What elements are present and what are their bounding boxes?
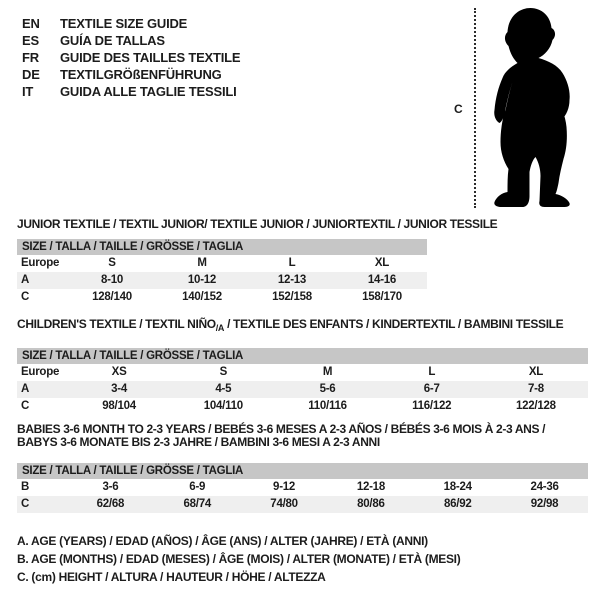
table-cell: M bbox=[197, 257, 207, 269]
row-label: Europe bbox=[21, 366, 60, 378]
table-cell: 140/152 bbox=[182, 291, 222, 303]
language-code: EN bbox=[22, 16, 40, 31]
table-cell: 5-6 bbox=[319, 383, 336, 395]
language-list: EN TEXTILE SIZE GUIDE ES GUÍA DE TALLAS … bbox=[22, 15, 241, 100]
table-cell: 98/104 bbox=[102, 400, 136, 412]
row-label: C bbox=[21, 498, 30, 510]
table-cell: 80/86 bbox=[357, 498, 385, 510]
table-cell: 6-7 bbox=[423, 383, 440, 395]
babies-textile-section: BABIES 3-6 MONTH TO 2-3 YEARS / BEBÉS 3-… bbox=[17, 423, 588, 513]
table-cell: 14-16 bbox=[367, 274, 397, 286]
table-cell: 128/140 bbox=[92, 291, 132, 303]
size-header-bar: SIZE / TALLA / TAILLE / GRÖSSE / TAGLIA bbox=[17, 239, 427, 255]
title-subscript: /A bbox=[215, 323, 225, 333]
table-cell: 9-12 bbox=[273, 481, 296, 493]
language-code: ES bbox=[22, 33, 39, 48]
table-cell: 6-9 bbox=[189, 481, 206, 493]
height-measure-line bbox=[474, 8, 476, 208]
row-label: C bbox=[21, 400, 30, 412]
table-cell: 122/128 bbox=[516, 400, 556, 412]
row-label: C bbox=[21, 291, 30, 303]
row-label: Europe bbox=[21, 257, 60, 269]
language-code: DE bbox=[22, 67, 40, 82]
table-cell: 68/74 bbox=[183, 498, 211, 510]
table-cell: 8-10 bbox=[100, 274, 124, 286]
table-cell: M bbox=[322, 366, 333, 378]
language-title: TEXTILE SIZE GUIDE bbox=[60, 16, 188, 31]
table-row: C 128/140 140/152 152/158 158/170 bbox=[17, 289, 427, 306]
table-cell: 158/170 bbox=[362, 291, 402, 303]
size-header-bar: SIZE / TALLA / TAILLE / GRÖSSE / TAGLIA bbox=[17, 348, 588, 364]
table-cell: 86/92 bbox=[443, 498, 472, 510]
table-cell: 62/68 bbox=[96, 498, 125, 510]
table-cell: S bbox=[219, 366, 228, 378]
table-row: Europe XS S M L XL bbox=[17, 364, 588, 381]
language-row: EN TEXTILE SIZE GUIDE bbox=[22, 15, 240, 32]
language-code: IT bbox=[22, 84, 34, 99]
table-cell: L bbox=[288, 257, 296, 269]
table-row: B 3-6 6-9 9-12 12-18 18-24 24-36 bbox=[17, 479, 588, 496]
row-label: A bbox=[21, 274, 30, 286]
table-cell: S bbox=[108, 257, 116, 269]
table-cell: 10-12 bbox=[187, 274, 217, 286]
junior-textile-section: JUNIOR TEXTILE / TEXTIL JUNIOR/ TEXTILE … bbox=[17, 217, 498, 306]
language-row: ES GUÍA DE TALLAS bbox=[22, 32, 240, 49]
row-label: B bbox=[21, 481, 30, 493]
babies-textile-title-line1: BABIES 3-6 MONTH TO 2-3 YEARS / BEBÉS 3-… bbox=[17, 422, 546, 436]
junior-textile-table: SIZE / TALLA / TAILLE / GRÖSSE / TAGLIA … bbox=[17, 239, 427, 306]
table-cell: 18-24 bbox=[443, 481, 472, 493]
table-cell: 12-13 bbox=[277, 274, 307, 286]
table-cell: 152/158 bbox=[272, 291, 312, 303]
language-title: GUIDA ALLE TAGLIE TESSILI bbox=[60, 84, 237, 99]
table-cell: 12-18 bbox=[356, 481, 385, 493]
table-cell: XL bbox=[528, 366, 544, 378]
table-cell: 92/98 bbox=[530, 498, 559, 510]
table-cell: 4-5 bbox=[215, 383, 232, 395]
table-cell: 24-36 bbox=[530, 481, 559, 493]
size-header-bar: SIZE / TALLA / TAILLE / GRÖSSE / TAGLIA bbox=[17, 463, 588, 479]
table-cell: 7-8 bbox=[527, 383, 544, 395]
table-cell: L bbox=[428, 366, 436, 378]
language-code: FR bbox=[22, 50, 39, 65]
language-title: TEXTILGRÖßENFÜHRUNG bbox=[60, 67, 222, 82]
table-row: C 62/68 68/74 74/80 80/86 86/92 92/98 bbox=[17, 496, 588, 513]
table-cell: 110/116 bbox=[308, 400, 347, 412]
table-row: A 3-4 4-5 5-6 6-7 7-8 bbox=[17, 381, 588, 398]
table-row: C 98/104 104/110 110/116 116/122 122/128 bbox=[17, 398, 588, 415]
table-cell: 3-6 bbox=[102, 481, 119, 493]
table-cell: 116/122 bbox=[412, 400, 452, 412]
footnote-a: A. AGE (YEARS) / EDAD (AÑOS) / ÂGE (ANS)… bbox=[17, 534, 428, 548]
babies-textile-table: SIZE / TALLA / TAILLE / GRÖSSE / TAGLIA … bbox=[17, 463, 588, 513]
footnote-b: B. AGE (MONTHS) / EDAD (MESES) / ÂGE (MO… bbox=[17, 552, 461, 566]
language-row: IT GUIDA ALLE TAGLIE TESSILI bbox=[22, 83, 240, 100]
childrens-textile-section: CHILDREN'S TEXTILE / TEXTIL NIÑO/A / TEX… bbox=[17, 318, 588, 415]
table-cell: 3-4 bbox=[111, 383, 128, 395]
language-title: GUIDE DES TAILLES TEXTILE bbox=[60, 50, 241, 65]
table-row: Europe S M L XL bbox=[17, 255, 427, 272]
footnotes: A. AGE (YEARS) / EDAD (AÑOS) / ÂGE (ANS)… bbox=[17, 532, 461, 586]
height-measure-label: C bbox=[454, 102, 463, 116]
childrens-textile-title: CHILDREN'S TEXTILE / TEXTIL NIÑO/A / TEX… bbox=[17, 318, 588, 335]
language-title: GUÍA DE TALLAS bbox=[60, 33, 165, 48]
title-text: / TEXTILE DES ENFANTS / KINDERTEXTIL / B… bbox=[224, 317, 564, 331]
babies-textile-title-line2: BABYS 3-6 MONATE BIS 2-3 JAHRE / BAMBINI… bbox=[17, 435, 380, 449]
junior-textile-title: JUNIOR TEXTILE / TEXTIL JUNIOR/ TEXTILE … bbox=[17, 217, 498, 231]
language-row: FR GUIDE DES TAILLES TEXTILE bbox=[22, 49, 241, 66]
table-cell: 104/110 bbox=[203, 400, 243, 412]
baby-silhouette-icon bbox=[494, 8, 570, 207]
table-cell: 74/80 bbox=[270, 498, 298, 510]
title-text: CHILDREN'S TEXTILE / TEXTIL NIÑO bbox=[17, 317, 216, 331]
footnote-c: C. (cm) HEIGHT / ALTURA / HAUTEUR / HÖHE… bbox=[17, 570, 326, 584]
row-label: A bbox=[21, 383, 30, 395]
table-cell: XS bbox=[111, 366, 127, 378]
language-row: DE TEXTILGRÖßENFÜHRUNG bbox=[22, 66, 240, 83]
childrens-textile-table: SIZE / TALLA / TAILLE / GRÖSSE / TAGLIA … bbox=[17, 348, 588, 415]
table-cell: XL bbox=[374, 257, 390, 269]
table-row: A 8-10 10-12 12-13 14-16 bbox=[17, 272, 427, 289]
